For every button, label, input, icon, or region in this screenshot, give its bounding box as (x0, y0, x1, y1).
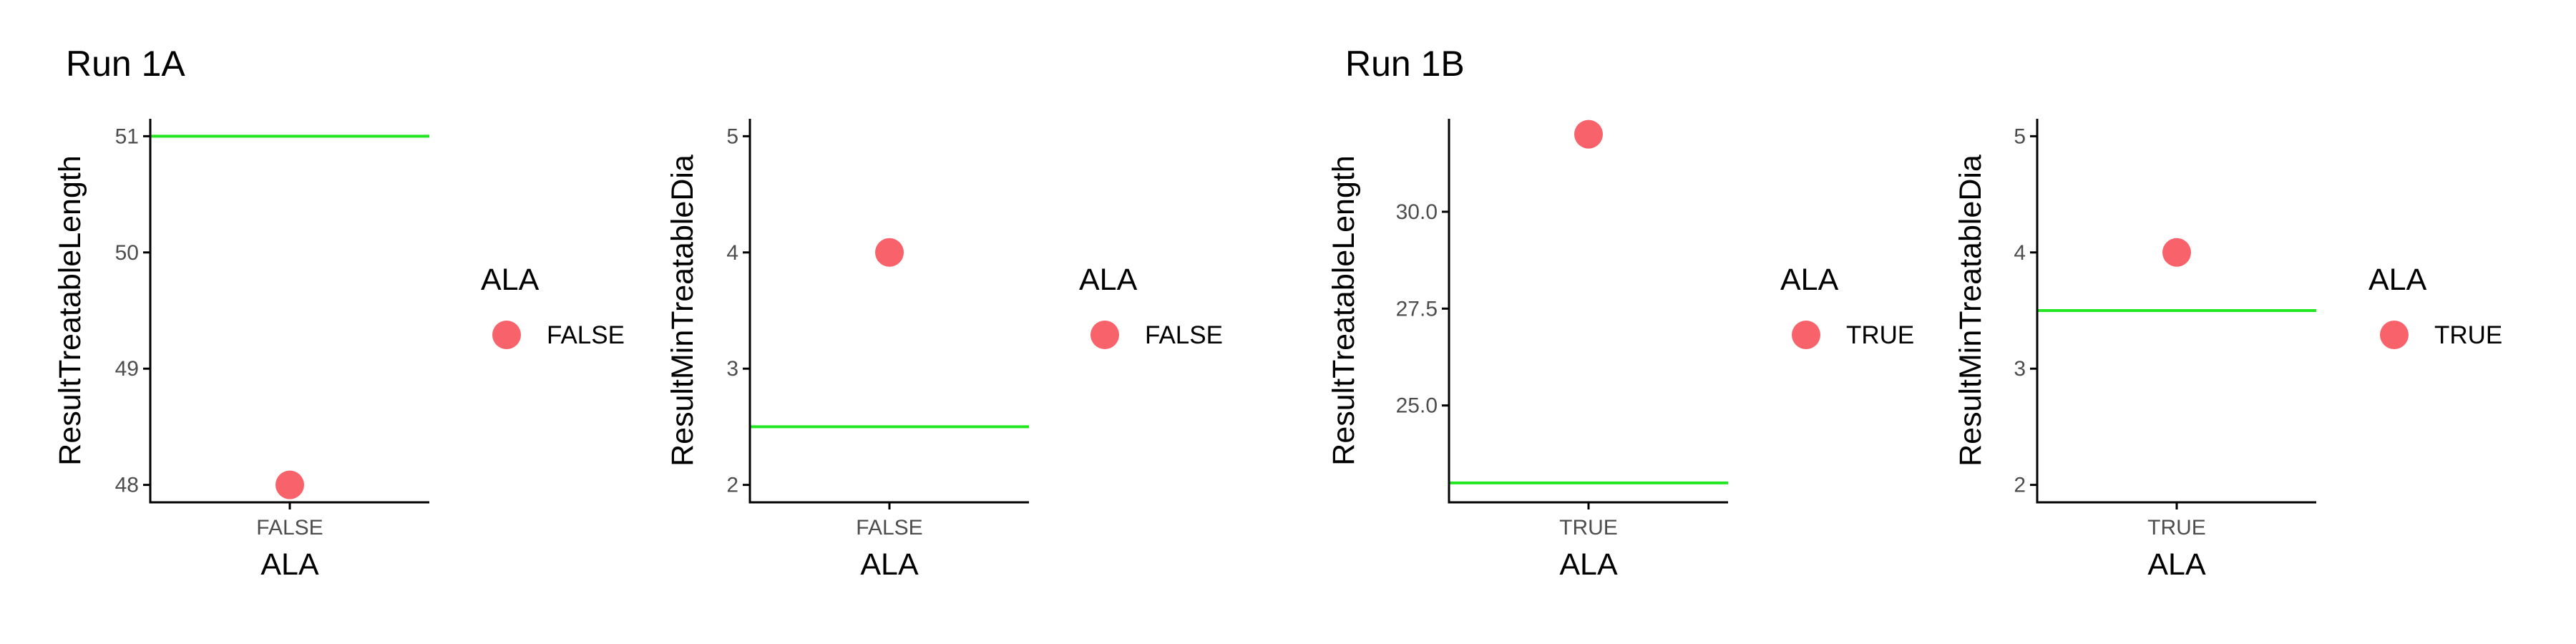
y-axis-label: ResultTreatableLength (1327, 155, 1361, 465)
y-axis-label: ResultMinTreatableDia (1953, 155, 1988, 467)
legend-title: ALA (2368, 263, 2427, 297)
x-axis-label: ALA (260, 547, 319, 582)
y-tick-label: 50 (115, 241, 139, 265)
legend-entry-label: TRUE (2434, 321, 2502, 349)
chart-panel-3: 25.027.530.0TRUEALAResultTreatableLength… (1327, 119, 1914, 582)
data-point (2162, 238, 2191, 267)
legend-entry-label: FALSE (1145, 321, 1223, 349)
y-tick-label: 3 (726, 357, 738, 381)
y-tick-label: 51 (115, 125, 139, 148)
legend-title: ALA (1079, 263, 1138, 297)
x-axis-label: ALA (2147, 547, 2206, 582)
legend-marker (1792, 321, 1820, 349)
y-tick-label: 5 (2014, 125, 2026, 148)
x-tick-label: FALSE (856, 516, 922, 540)
group-title-run-1b: Run 1B (1345, 44, 1465, 84)
y-tick-label: 49 (115, 357, 139, 381)
y-tick-label: 48 (115, 474, 139, 497)
legend-marker (1091, 321, 1119, 349)
data-point (875, 238, 904, 267)
y-tick-label: 25.0 (1396, 394, 1438, 418)
group-title-run-1a: Run 1A (66, 44, 185, 84)
y-axis-label: ResultTreatableLength (53, 155, 87, 465)
data-point (275, 470, 304, 499)
y-axis-label: ResultMinTreatableDia (665, 155, 700, 467)
legend-title: ALA (1780, 263, 1839, 297)
y-tick-label: 2 (726, 474, 738, 497)
y-tick-label: 3 (2014, 357, 2026, 381)
x-axis-label: ALA (860, 547, 919, 582)
legend-title: ALA (481, 263, 540, 297)
y-tick-label: 5 (726, 125, 738, 148)
y-tick-label: 2 (2014, 474, 2026, 497)
y-tick-label: 27.5 (1396, 297, 1438, 321)
legend-entry-label: FALSE (547, 321, 625, 349)
legend-marker (2380, 321, 2409, 349)
x-tick-label: TRUE (1559, 516, 1618, 540)
y-tick-label: 30.0 (1396, 200, 1438, 224)
x-tick-label: FALSE (256, 516, 323, 540)
x-axis-label: ALA (1559, 547, 1618, 582)
data-point (1574, 119, 1603, 149)
legend-entry-label: TRUE (1846, 321, 1914, 349)
y-tick-label: 4 (2014, 241, 2026, 265)
legend-marker (492, 321, 521, 349)
y-tick-label: 4 (726, 241, 738, 265)
x-tick-label: TRUE (2147, 516, 2206, 540)
